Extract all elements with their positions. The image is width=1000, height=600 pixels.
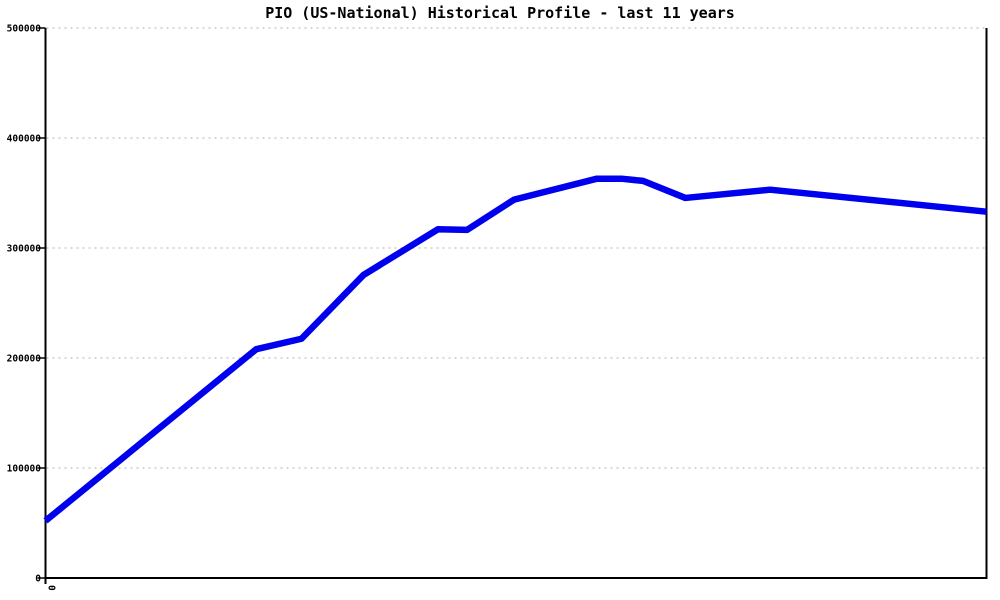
x-axis-tick-label: 0: [46, 585, 57, 591]
gridlines-group: [46, 27, 986, 469]
series-line: [43, 175, 987, 524]
y-axis-tick-label: 100000: [7, 464, 42, 475]
y-axis-tick-label: 0: [35, 574, 41, 585]
y-axis-tick-label: 400000: [7, 134, 42, 145]
chart-title: PIO (US-National) Historical Profile - l…: [265, 4, 735, 22]
y-axis-ticks-group: [37, 27, 46, 579]
y-axis-tick-label: 200000: [7, 354, 42, 365]
y-axis-tick-label: 300000: [7, 244, 42, 255]
y-axis-labels-group: 0 100000 200000 300000 400000 500000: [7, 24, 42, 585]
y-axis-tick-label: 500000: [7, 24, 42, 35]
data-series-group: [43, 175, 987, 524]
